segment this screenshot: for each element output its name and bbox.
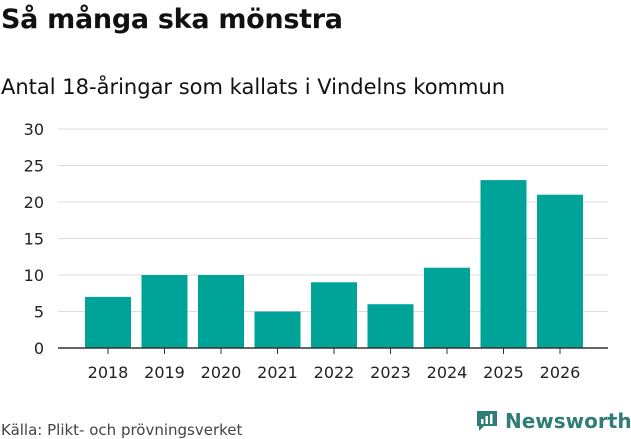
x-tick-label: 2019 [144, 363, 185, 382]
bar-2025 [480, 180, 527, 348]
y-tick-label: 30 [24, 120, 44, 139]
y-tick-label: 20 [24, 193, 44, 212]
brand-logo: Newsworthy [475, 409, 631, 433]
bar-2024 [424, 267, 470, 348]
x-tick-label: 2018 [88, 363, 129, 382]
chart-title: Så många ska mönstra [1, 4, 343, 35]
source-note: Källa: Plikt- och prövningsverket [1, 421, 243, 439]
x-tick-label: 2026 [540, 363, 581, 382]
x-tick-label: 2024 [427, 363, 468, 382]
newsworthy-logo-icon [477, 411, 497, 431]
brand-name: Newsworthy [505, 409, 631, 433]
x-tick-label: 2025 [483, 363, 524, 382]
y-tick-label: 15 [24, 230, 44, 249]
bar-2022 [311, 282, 357, 348]
chart-subtitle: Antal 18-åringar som kallats i Vindelns … [1, 75, 506, 99]
x-tick-label: 2022 [314, 363, 355, 382]
bar-2021 [254, 311, 301, 348]
x-tick-label: 2020 [201, 363, 242, 382]
y-tick-label: 0 [34, 339, 44, 358]
y-tick-label: 10 [24, 266, 44, 285]
x-tick-label: 2021 [257, 363, 298, 382]
bar-2026 [537, 194, 583, 348]
bar-2019 [141, 275, 188, 348]
bar-2023 [367, 304, 414, 348]
y-tick-label: 5 [34, 303, 44, 322]
bar-2018 [85, 296, 131, 348]
x-tick-label: 2023 [370, 363, 411, 382]
y-tick-label: 25 [24, 157, 44, 176]
bar-2020 [198, 275, 244, 348]
